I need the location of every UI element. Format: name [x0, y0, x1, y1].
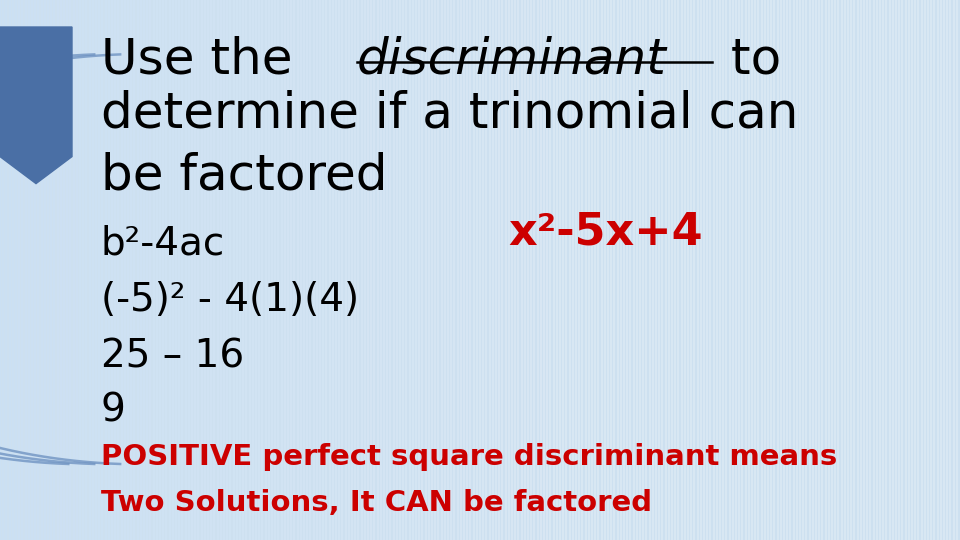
Text: b²-4ac: b²-4ac [101, 224, 225, 262]
Text: be factored: be factored [101, 151, 387, 199]
Text: determine if a trinomial can: determine if a trinomial can [101, 89, 798, 137]
Text: discriminant: discriminant [357, 35, 667, 83]
Text: POSITIVE perfect square discriminant means: POSITIVE perfect square discriminant mea… [101, 443, 837, 471]
Text: to: to [715, 35, 781, 83]
Text: Two Solutions, It CAN be factored: Two Solutions, It CAN be factored [101, 489, 652, 517]
Text: Use the: Use the [101, 35, 308, 83]
Polygon shape [0, 27, 72, 184]
Text: (-5)² - 4(1)(4): (-5)² - 4(1)(4) [101, 281, 359, 319]
Text: 9: 9 [101, 392, 126, 429]
Text: 25 – 16: 25 – 16 [101, 338, 244, 375]
Text: x²-5x+4: x²-5x+4 [509, 211, 704, 254]
